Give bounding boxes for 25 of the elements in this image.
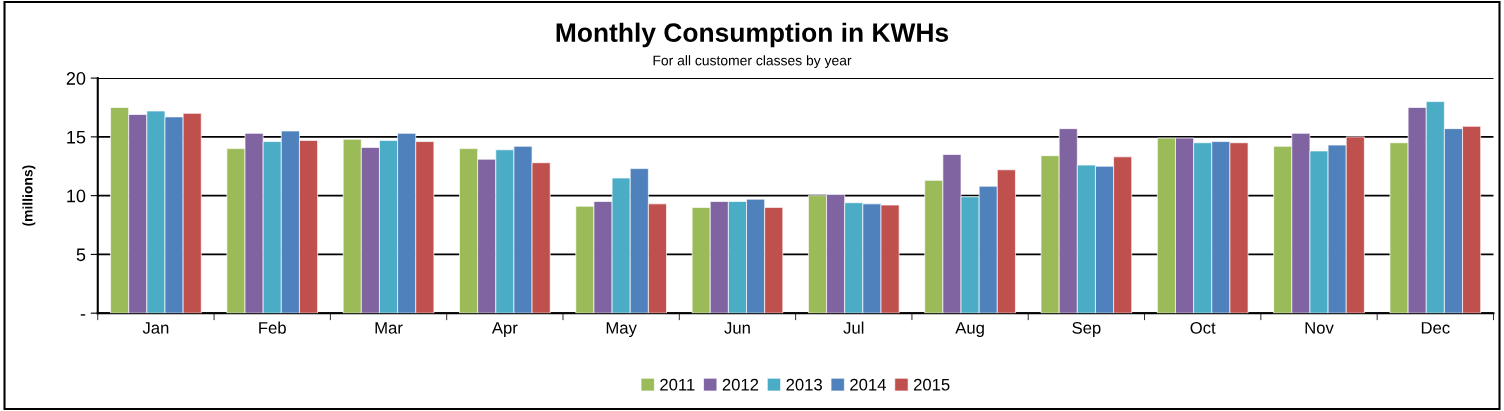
x-tick-label: Jan: [142, 322, 169, 334]
x-tick-label: Jun: [724, 322, 750, 334]
x-tick-label: Oct: [1190, 321, 1216, 334]
legend-label: 2013: [786, 378, 822, 391]
x-tick-label: Feb: [259, 321, 286, 334]
legend-label: 2011: [660, 378, 695, 391]
x-tick-label: May: [606, 322, 637, 338]
legend-label: 2014: [850, 378, 886, 391]
x-tick-label: Nov: [1305, 322, 1334, 334]
x-tick-label: Jul: [843, 321, 864, 334]
x-tick-label: Aug: [955, 322, 984, 338]
x-tick-label: Dec: [1421, 322, 1450, 334]
chart-subtitle: For all customer classes by year: [653, 55, 852, 69]
legend-label: 2012: [722, 378, 759, 391]
y-tick-label: 15: [67, 130, 86, 144]
y-axis-title: (millions): [22, 165, 36, 226]
x-tick-label: Apr: [491, 322, 518, 338]
y-tick-label: 20: [66, 72, 86, 85]
y-tick-label: -: [80, 314, 86, 316]
x-tick-label: Sep: [1072, 321, 1101, 338]
y-tick-label: 10: [67, 189, 86, 203]
chart-title: Monthly Consumption in KWHs: [556, 22, 949, 48]
y-tick-label: 5: [76, 248, 86, 262]
x-tick-label: Mar: [375, 322, 403, 334]
legend-label: 2015: [913, 378, 950, 391]
